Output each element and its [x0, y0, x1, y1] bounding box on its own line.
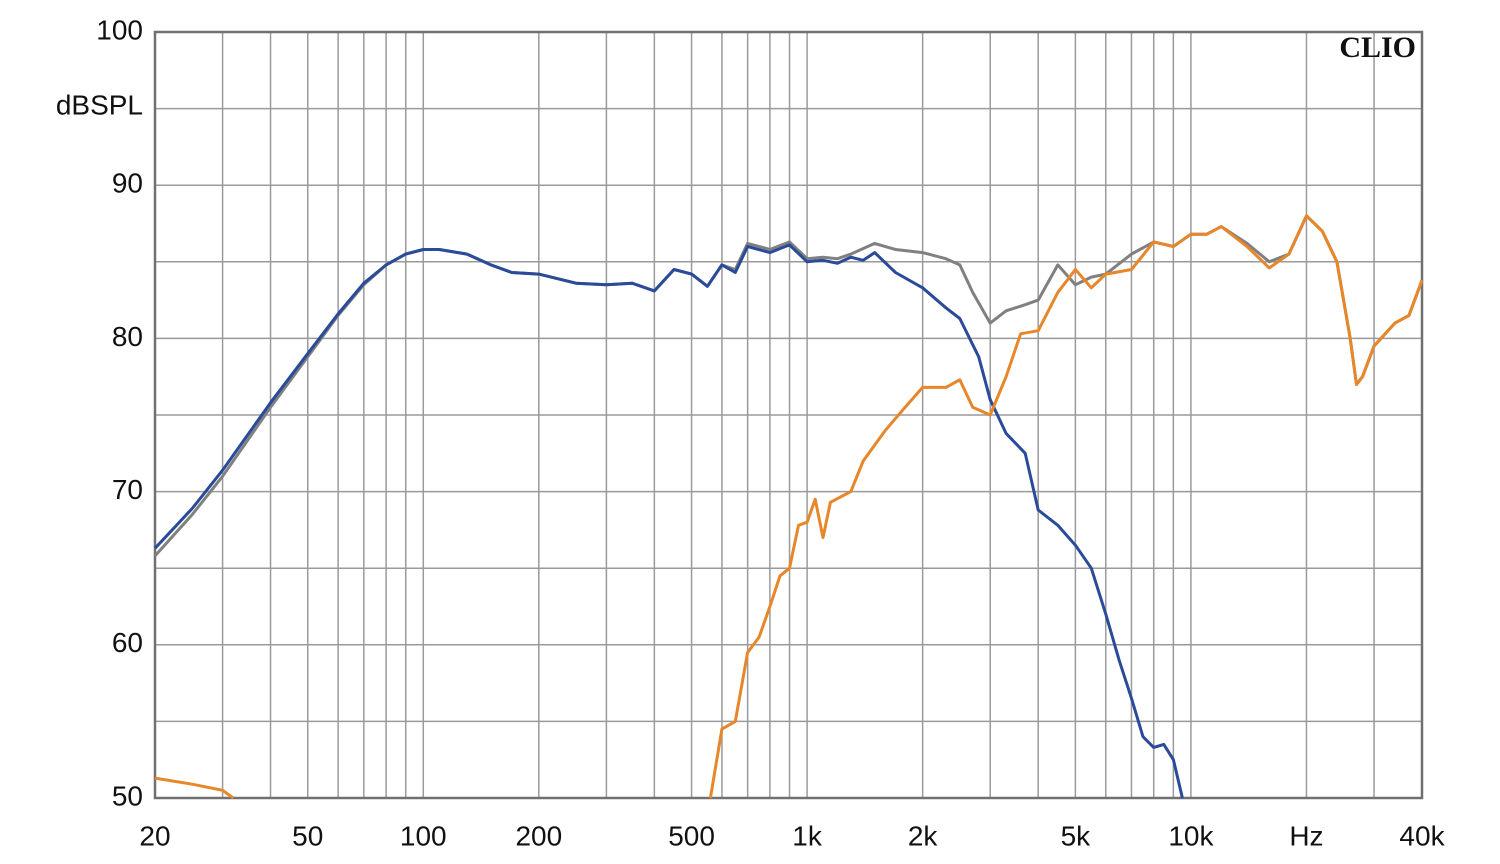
- y-tick-label: 60: [112, 627, 143, 658]
- x-tick-label: 10k: [1168, 820, 1214, 851]
- x-tick-label: Hz: [1289, 820, 1323, 851]
- y-axis-label: dBSPL: [56, 89, 143, 120]
- x-tick-label: 500: [668, 820, 715, 851]
- x-tick-label: 40k: [1399, 820, 1445, 851]
- y-tick-label: 90: [112, 168, 143, 199]
- series-line: [154, 214, 1424, 800]
- plot-frame: [153, 30, 1424, 800]
- series-line: [153, 243, 1184, 799]
- x-tick-label: 100: [400, 820, 447, 851]
- annotation: CLIO: [1339, 31, 1416, 64]
- y-tick-label: 50: [112, 780, 143, 811]
- x-tick-label: 5k: [1061, 820, 1092, 851]
- x-tick-label: 200: [515, 820, 562, 851]
- y-tick-label: 80: [112, 321, 143, 352]
- x-tick-label: 20: [139, 820, 170, 851]
- y-tick-label: 70: [112, 474, 143, 505]
- y-tick-label: 100: [96, 14, 143, 45]
- x-tick-label: 1k: [792, 820, 823, 851]
- x-tick-label: 2k: [908, 820, 939, 851]
- x-tick-label: 50: [292, 820, 323, 851]
